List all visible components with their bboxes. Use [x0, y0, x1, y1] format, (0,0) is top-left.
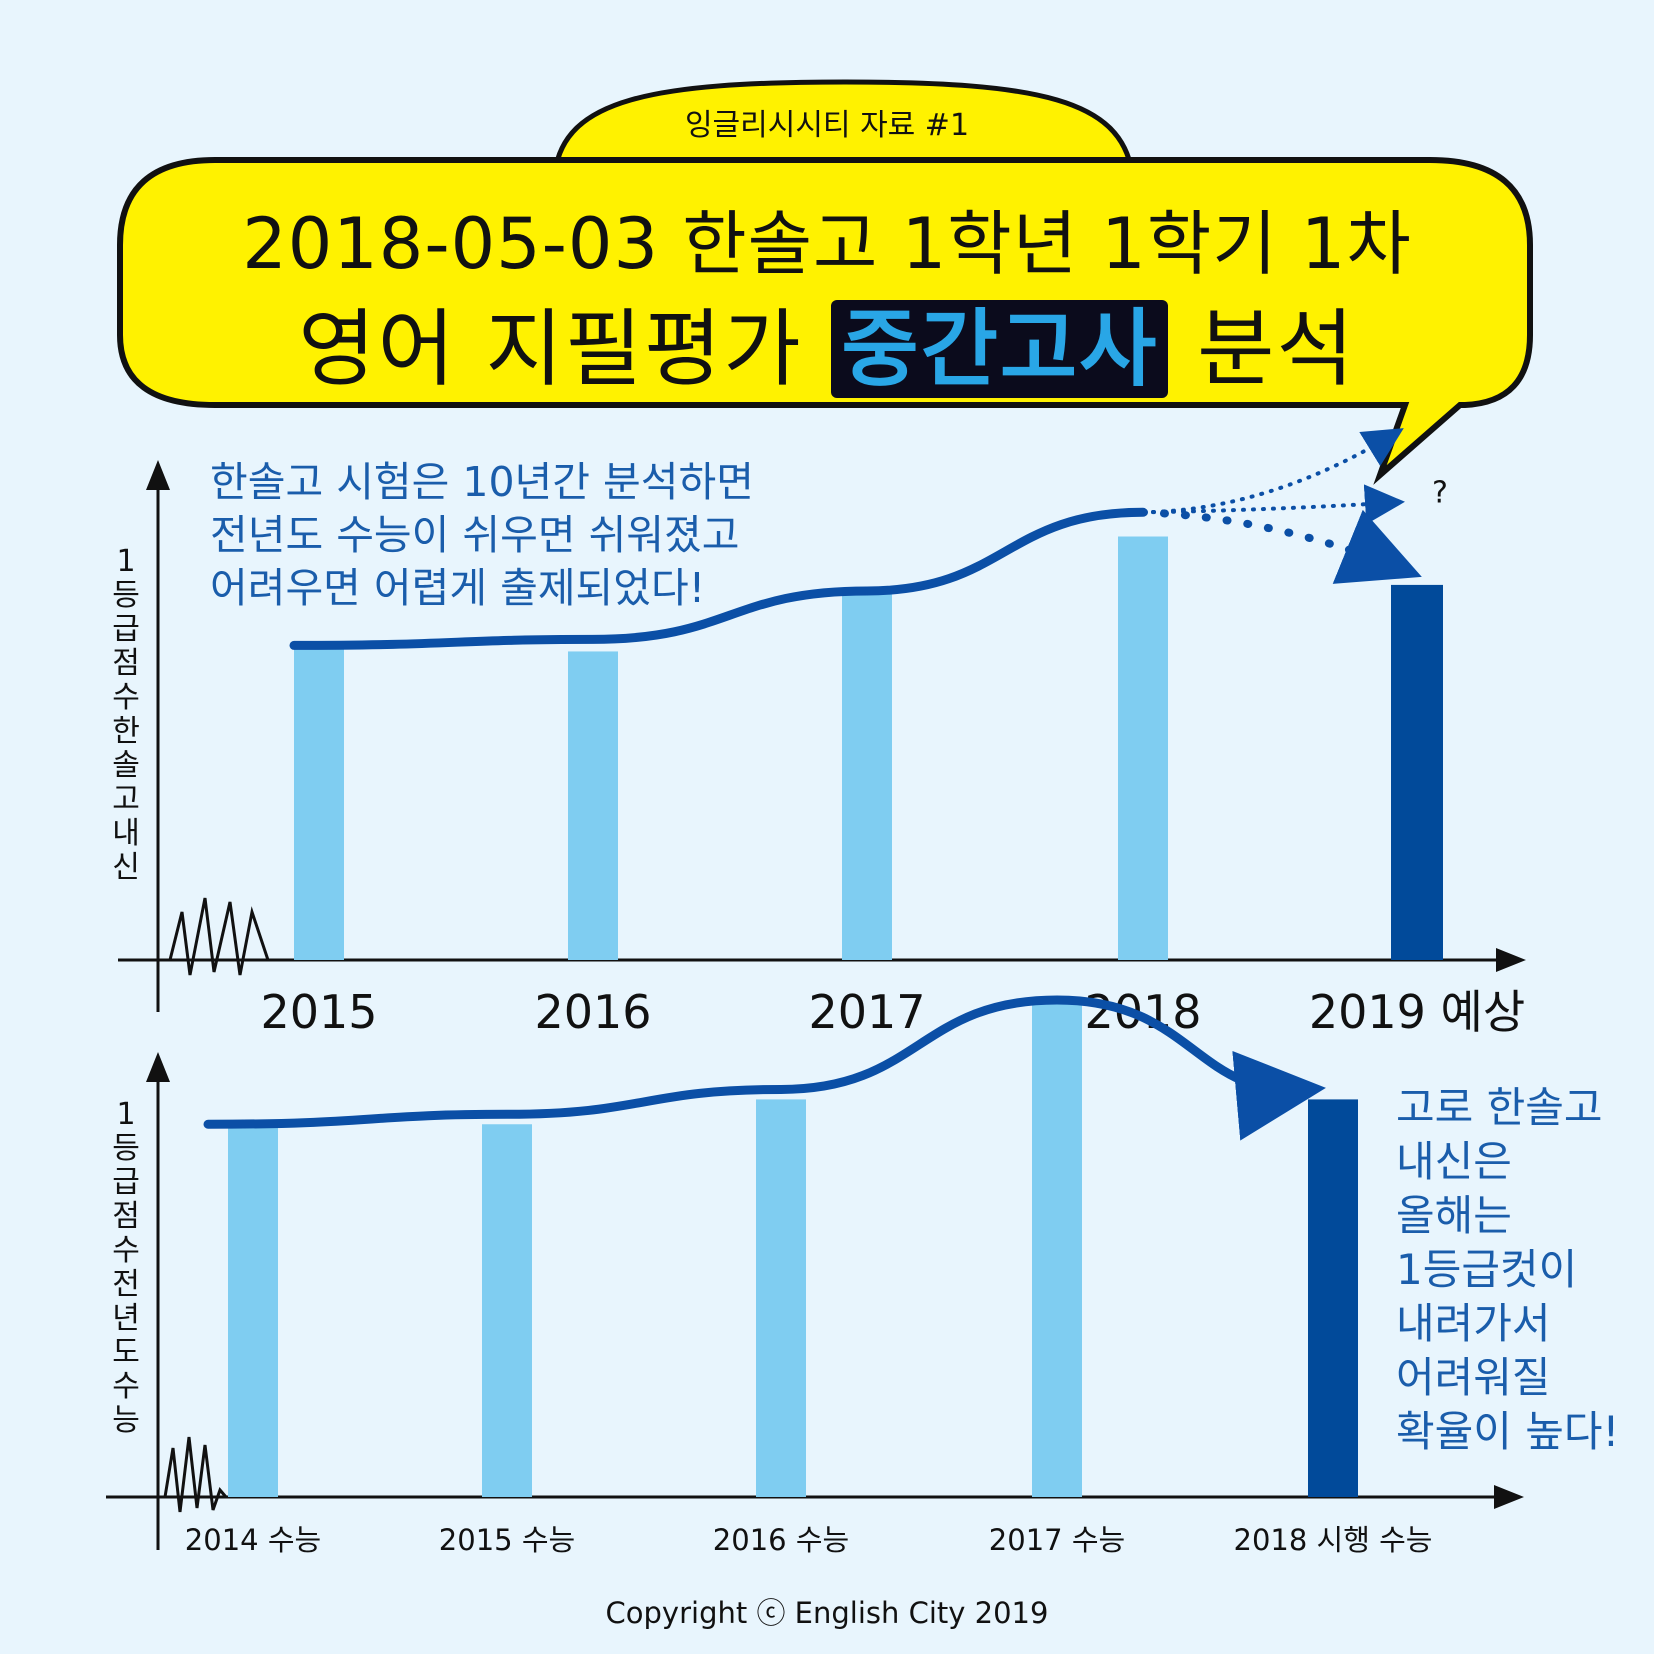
chart1-bar-1	[294, 645, 344, 960]
chart1-bar-3	[842, 590, 892, 960]
chart1-projection-marker: ?	[1432, 475, 1448, 510]
title-line-1: 2018-05-03 한솔고 1학년 1학기 1차	[242, 203, 1412, 285]
chart1-projection-arrow-2	[1141, 484, 1405, 525]
chart1-tick-label-4: 2018	[1084, 985, 1201, 1039]
title-suffix: 분석	[1197, 300, 1356, 398]
chart2-bar-2	[482, 1124, 532, 1497]
chart2-bar-1	[228, 1124, 278, 1497]
chart1-tick-label-3: 2017	[808, 985, 925, 1039]
chart2-bar-5	[1308, 1099, 1358, 1497]
chart1-y-axis-label: 1등급점수 한솔고내신	[112, 544, 140, 885]
source-label: 잉글리시시티 자료 #1	[684, 108, 970, 143]
chart2-axis-break	[160, 1436, 228, 1513]
chart2-bar-4	[1032, 1000, 1082, 1497]
chart1-axis-break	[160, 897, 270, 976]
chart1-projection-arrow-3	[1139, 508, 1422, 584]
chart2-annotation: 고로 한솔고 내신은 올해는 1등급컷이 내려가서 어려워질 확율이 높다!	[1396, 1083, 1620, 1456]
chart1-axes	[118, 460, 1526, 1012]
source-bubble	[552, 79, 1135, 175]
chart1-projection-arrow-1	[1141, 428, 1404, 515]
chart2-tick-label-1: 2014 수능	[185, 1523, 321, 1557]
chart2-axes	[106, 1052, 1524, 1550]
chart2-bar-3	[756, 1099, 806, 1497]
chart2-tick-label-3: 2016 수능	[713, 1523, 849, 1557]
title-prefix: 영어 지필평가	[298, 300, 803, 398]
chart1-annotation: 한솔고 시험은 10년간 분석하면 전년도 수능이 쉬우면 쉬워졌고 어려우면 …	[210, 458, 754, 612]
chart1-tick-label-1: 2015	[260, 985, 377, 1039]
chart2-tick-label-2: 2015 수능	[439, 1523, 575, 1557]
chart2-trend-line	[203, 995, 1326, 1141]
chart1-trend-line	[289, 507, 1148, 650]
chart1-bar-2	[568, 651, 618, 960]
chart1-tick-label-5: 2019 예상	[1309, 985, 1525, 1039]
title-highlight: 중간고사	[831, 300, 1169, 398]
chart1-tick-label-2: 2016	[534, 985, 651, 1039]
copyright: Copyright ⓒ English City 2019	[605, 1596, 1049, 1630]
chart2-tick-label-5: 2018 시행 수능	[1234, 1523, 1433, 1557]
chart2-tick-label-4: 2017 수능	[989, 1523, 1125, 1557]
chart1-bar-5	[1391, 584, 1443, 960]
title-line-2: 영어 지필평가 중간고사 분석	[0, 282, 1654, 403]
chart2-y-axis-label: 1등급점수 전년도수능	[112, 1097, 140, 1438]
chart1-bar-4	[1118, 536, 1168, 960]
